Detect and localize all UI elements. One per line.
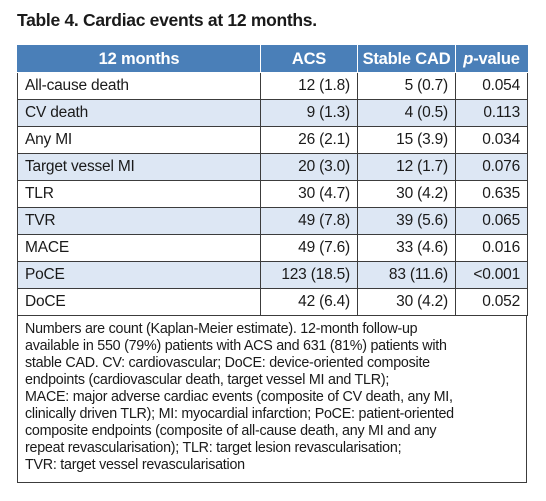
table-row: Target vessel MI 20 (3.0) 12 (1.7) 0.076 (17, 153, 528, 181)
table-row: DoCE 42 (6.4) 30 (4.2) 0.052 (17, 288, 528, 316)
row-acs-value: 12 (1.8) (260, 72, 358, 100)
row-stable-value: 30 (4.2) (357, 180, 456, 208)
row-stable-value: 83 (11.6) (357, 261, 456, 289)
table-footnote: Numbers are count (Kaplan-Meier estimate… (17, 316, 527, 483)
cardiac-events-table-container: 12 months ACS Stable CAD p-value All-cau… (17, 45, 528, 483)
footnote-line: composite endpoints (composite of all-ca… (25, 423, 437, 439)
row-p-value: 0.635 (455, 180, 528, 208)
row-p-value: 0.113 (455, 99, 528, 127)
footnote-line: clinically driven TLR); MI: myocardial i… (25, 406, 454, 422)
table-row: MACE 49 (7.6) 33 (4.6) 0.016 (17, 234, 528, 262)
row-stable-value: 4 (0.5) (357, 99, 456, 127)
table-row: All-cause death 12 (1.8) 5 (0.7) 0.054 (17, 72, 528, 100)
row-p-value: <0.001 (455, 261, 528, 289)
row-label: MACE (17, 234, 261, 262)
header-stable-cad: Stable CAD (357, 45, 456, 73)
table-row: Any MI 26 (2.1) 15 (3.9) 0.034 (17, 126, 528, 154)
table-header-row: 12 months ACS Stable CAD p-value (17, 45, 528, 73)
table-row: CV death 9 (1.3) 4 (0.5) 0.113 (17, 99, 528, 127)
row-acs-value: 49 (7.6) (260, 234, 358, 262)
table-row: TLR 30 (4.7) 30 (4.2) 0.635 (17, 180, 528, 208)
row-acs-value: 123 (18.5) (260, 261, 358, 289)
row-acs-value: 49 (7.8) (260, 207, 358, 235)
row-stable-value: 33 (4.6) (357, 234, 456, 262)
footnote-line: repeat revascularisation); TLR: target l… (25, 440, 402, 456)
footnote-line: Numbers are count (Kaplan-Meier estimate… (25, 321, 418, 337)
row-p-value: 0.016 (455, 234, 528, 262)
row-label: All-cause death (17, 72, 261, 100)
row-label: DoCE (17, 288, 261, 316)
table-row: TVR 49 (7.8) 39 (5.6) 0.065 (17, 207, 528, 235)
row-stable-value: 30 (4.2) (357, 288, 456, 316)
footnote-line: TVR: target vessel revascularisation (25, 457, 245, 473)
row-p-value: 0.034 (455, 126, 528, 154)
row-label: CV death (17, 99, 261, 127)
row-label: TLR (17, 180, 261, 208)
row-p-value: 0.052 (455, 288, 528, 316)
header-p-value: p-value (455, 45, 528, 73)
row-label: Target vessel MI (17, 153, 261, 181)
row-p-value: 0.076 (455, 153, 528, 181)
header-p-suffix: -value (473, 49, 520, 68)
header-period: 12 months (17, 45, 261, 73)
row-label: TVR (17, 207, 261, 235)
row-p-value: 0.054 (455, 72, 528, 100)
row-acs-value: 30 (4.7) (260, 180, 358, 208)
table-row: PoCE 123 (18.5) 83 (11.6) <0.001 (17, 261, 528, 289)
header-acs: ACS (260, 45, 358, 73)
table-caption: Table 4. Cardiac events at 12 months. (17, 10, 317, 30)
row-label: PoCE (17, 261, 261, 289)
row-stable-value: 15 (3.9) (357, 126, 456, 154)
row-stable-value: 12 (1.7) (357, 153, 456, 181)
footnote-line: stable CAD. CV: cardiovascular; DoCE: de… (25, 355, 430, 371)
footnote-line: endpoints (cardiovascular death, target … (25, 372, 390, 388)
row-acs-value: 20 (3.0) (260, 153, 358, 181)
cardiac-events-table: 12 months ACS Stable CAD p-value All-cau… (17, 45, 528, 316)
row-acs-value: 9 (1.3) (260, 99, 358, 127)
header-p-italic: p (463, 49, 474, 68)
row-stable-value: 39 (5.6) (357, 207, 456, 235)
footnote-line: MACE: major adverse cardiac events (comp… (25, 389, 453, 405)
row-label: Any MI (17, 126, 261, 154)
row-p-value: 0.065 (455, 207, 528, 235)
row-acs-value: 42 (6.4) (260, 288, 358, 316)
row-acs-value: 26 (2.1) (260, 126, 358, 154)
row-stable-value: 5 (0.7) (357, 72, 456, 100)
footnote-line: available in 550 (79%) patients with ACS… (25, 338, 447, 354)
